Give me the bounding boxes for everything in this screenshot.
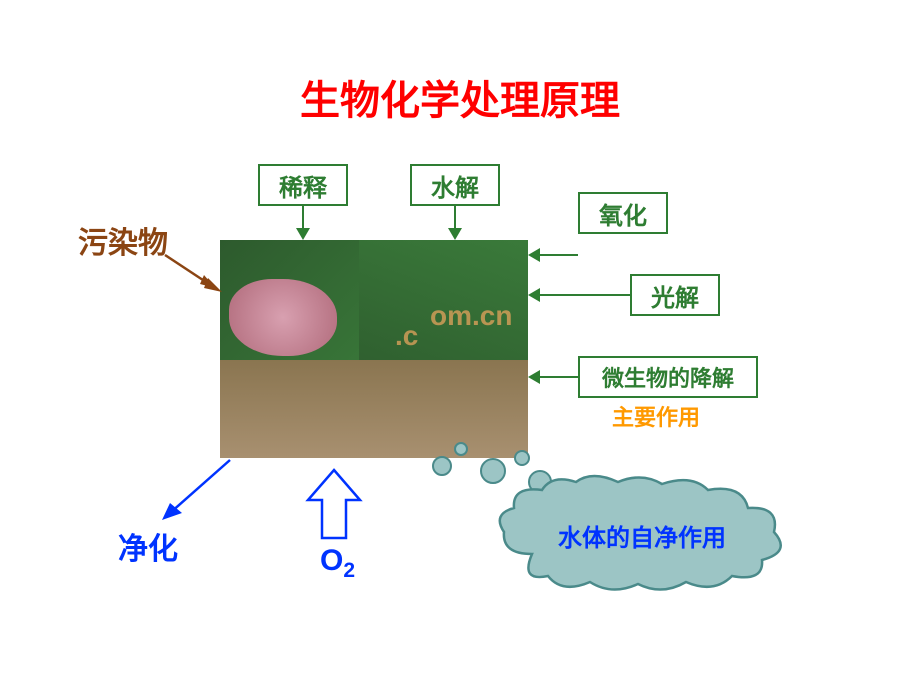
watermark-2: om.cn (430, 300, 512, 332)
box-dilute: 稀释 (258, 164, 348, 206)
box-hydrolysis: 水解 (410, 164, 500, 206)
label-purify: 净化 (118, 524, 178, 568)
arrow-hydrolysis (454, 206, 456, 230)
arrow-hydrolysis-head (448, 228, 462, 240)
arrow-pollutant (160, 250, 230, 300)
box-oxidation: 氧化 (578, 192, 668, 234)
label-mainrole: 主要作用 (612, 400, 700, 432)
arrow-photolysis-head (528, 288, 540, 302)
arrow-photolysis (540, 294, 630, 296)
box-microbe: 微生物的降解 (578, 356, 758, 398)
box-photolysis: 光解 (630, 274, 720, 316)
arrow-purify (150, 455, 240, 530)
arrow-o2-up (304, 466, 364, 544)
arrow-dilute (302, 206, 304, 230)
cloud-text: 水体的自净作用 (492, 518, 792, 553)
label-o2: O2 (320, 544, 355, 583)
watermark-1: .c (395, 320, 418, 352)
label-pollutant: 污染物 (78, 218, 168, 262)
o2-text: O (320, 544, 343, 577)
bubble-2 (454, 442, 468, 456)
arrow-microbe (540, 376, 578, 378)
photo-water (220, 360, 528, 458)
arrow-oxidation-head (528, 248, 540, 262)
o2-sub: 2 (343, 559, 355, 582)
arrow-oxidation (540, 254, 578, 256)
bubble-4 (514, 450, 530, 466)
cloud-callout: 水体的自净作用 (492, 474, 792, 594)
slide-title: 生物化学处理原理 (0, 68, 920, 126)
photo-trash (229, 279, 337, 355)
bubble-1 (432, 456, 452, 476)
arrow-dilute-head (296, 228, 310, 240)
central-photo: .c om.cn (220, 240, 528, 458)
arrow-microbe-head (528, 370, 540, 384)
